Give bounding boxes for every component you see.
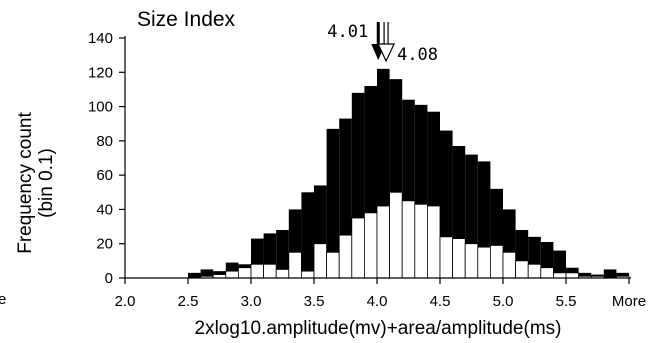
black-bar-1: [200, 269, 214, 278]
white-bar-6: [263, 263, 277, 279]
white-bar-20: [439, 236, 453, 279]
x-tick-label: 5.0: [493, 293, 514, 310]
x-tick-label: More: [612, 293, 646, 310]
x-tick-label: 4.5: [430, 293, 451, 310]
y-axis-title-line-1: Frequency count: [15, 112, 36, 254]
y-tick-label: 0: [105, 270, 113, 287]
axes: 0 20 40 60 80 100 120 140 2.0 2.5 3.0 3.5 4.0 4.5 5.0 5…: [88, 30, 646, 310]
black-bar-31: [578, 272, 592, 278]
black-bar-0: [188, 272, 201, 278]
white-bar-11: [326, 251, 340, 279]
white-bar-18: [414, 203, 428, 279]
white-bar-24: [489, 245, 504, 279]
white-bar-26: [515, 260, 529, 279]
white-bar-8: [288, 251, 302, 279]
y-tick-label: 40: [96, 201, 113, 218]
black-bar-34: [616, 272, 629, 278]
white-bar-4: [237, 267, 252, 279]
black-bar-11: [326, 128, 340, 278]
x-axis-title: 2xlog10.amplitude(mv)+area/amplitude(ms): [195, 318, 562, 339]
white-bar-30: [565, 272, 579, 279]
x-tick-label: 3.0: [241, 293, 262, 310]
black-bar-33: [603, 269, 617, 278]
white-bar-29: [553, 272, 567, 279]
white-bar-14: [363, 212, 378, 279]
white-bar-5: [250, 263, 265, 279]
black-bar-9: [301, 192, 314, 278]
y-tick-label: 80: [96, 133, 113, 150]
white-bar-12: [338, 234, 353, 279]
series-white-bars: [200, 191, 630, 279]
y-tick-label: 20: [96, 236, 113, 253]
annotation-filled-arrow: 4.01: [327, 22, 386, 60]
annotation-label: 4.01: [327, 22, 368, 42]
white-bar-27: [527, 263, 542, 279]
chart-title: Size Index: [137, 8, 236, 31]
white-bar-7: [275, 269, 290, 279]
y-tick-label: 120: [88, 64, 113, 81]
white-bar-19: [426, 205, 441, 279]
y-axis-title: Frequency count (bin 0.1): [15, 112, 57, 254]
black-bar-7: [276, 230, 289, 278]
open-arrow-head: [377, 43, 396, 63]
x-tick-label: 5.5: [556, 293, 577, 310]
white-bar-10: [313, 243, 328, 279]
white-bar-9: [300, 270, 315, 279]
white-bar-13: [351, 217, 365, 279]
filled-arrow-shaft: [376, 22, 380, 44]
y-tick-label: 60: [96, 167, 113, 184]
white-bar-16: [389, 191, 403, 279]
y-tick-label: 100: [88, 99, 113, 116]
x-tick-label: 2.5: [178, 293, 199, 310]
annotation-open-arrow: 4.08: [377, 22, 438, 65]
x-tick-label: 3.5: [304, 293, 325, 310]
white-bar-15: [376, 205, 390, 279]
cropped-left-text: e: [0, 291, 6, 308]
y-axis-title-line-2: (bin 0.1): [36, 148, 57, 218]
white-bar-17: [401, 200, 416, 279]
white-bar-25: [502, 251, 516, 279]
white-bar-21: [452, 238, 466, 279]
white-bar-22: [464, 243, 479, 279]
white-bar-3: [225, 270, 239, 279]
annotation-label: 4.08: [397, 45, 438, 65]
white-bar-28: [540, 267, 554, 279]
x-tick-label: 2.0: [115, 293, 136, 310]
y-tick-label: 140: [88, 30, 113, 47]
x-tick-label: 4.0: [367, 293, 388, 310]
white-bar-23: [477, 246, 491, 279]
mean-annotations: 4.01 4.08: [327, 22, 438, 65]
black-bar-29: [553, 250, 566, 278]
